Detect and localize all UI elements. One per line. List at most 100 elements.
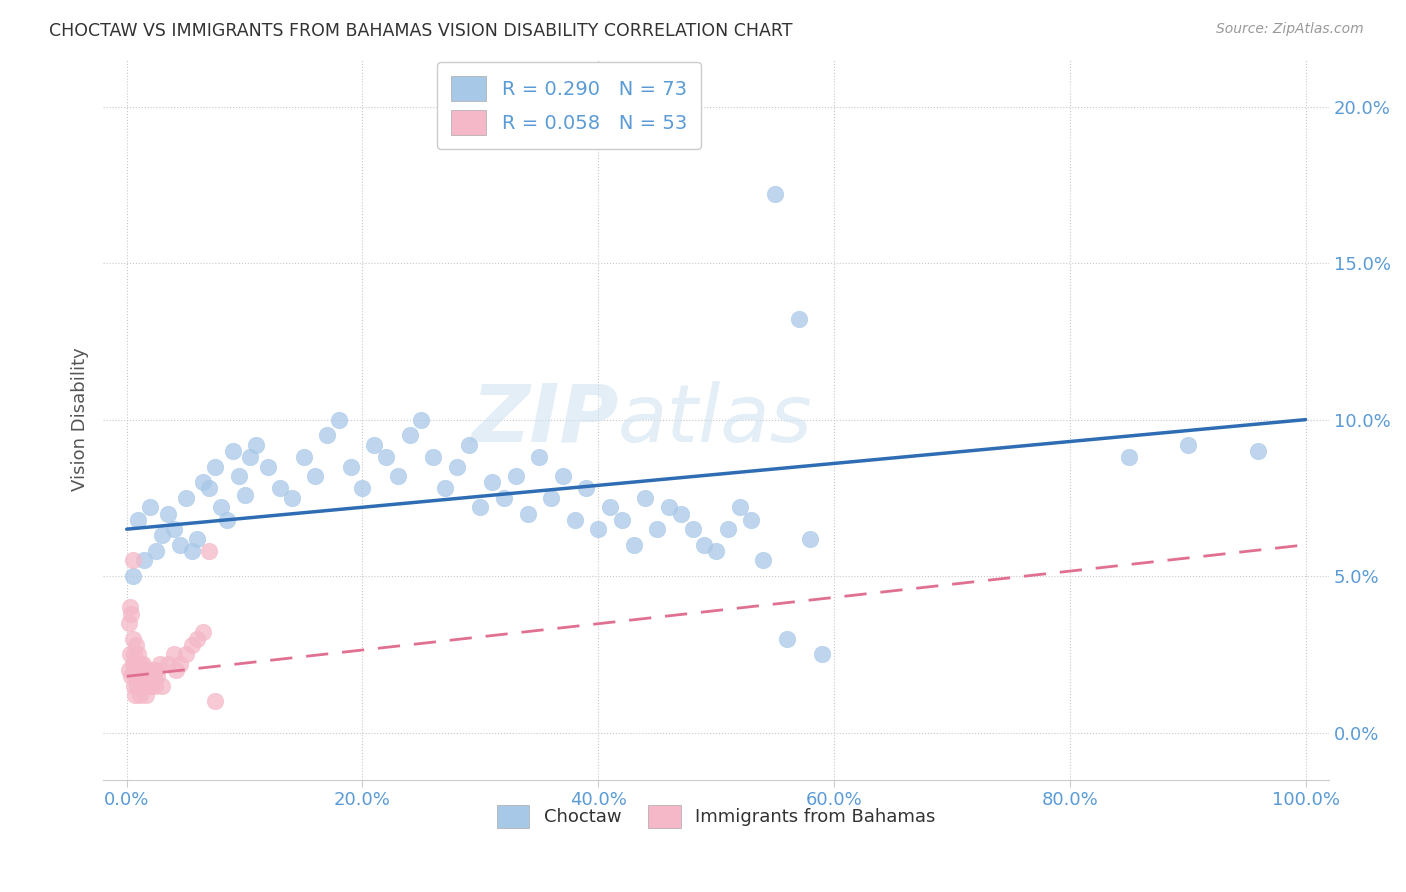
Point	[540, 491, 562, 505]
Point	[156, 657, 179, 671]
Point	[717, 522, 740, 536]
Point	[433, 482, 456, 496]
Point	[121, 569, 143, 583]
Point	[150, 528, 173, 542]
Point	[146, 669, 169, 683]
Point	[233, 488, 256, 502]
Point	[125, 669, 148, 683]
Point	[169, 538, 191, 552]
Point	[141, 679, 163, 693]
Point	[156, 507, 179, 521]
Point	[174, 491, 197, 505]
Point	[728, 500, 751, 515]
Point	[204, 459, 226, 474]
Point	[752, 553, 775, 567]
Point	[122, 679, 145, 693]
Point	[124, 663, 146, 677]
Point	[204, 694, 226, 708]
Point	[142, 663, 165, 677]
Text: CHOCTAW VS IMMIGRANTS FROM BAHAMAS VISION DISABILITY CORRELATION CHART: CHOCTAW VS IMMIGRANTS FROM BAHAMAS VISIO…	[49, 22, 793, 40]
Point	[180, 638, 202, 652]
Point	[118, 616, 141, 631]
Point	[1247, 444, 1270, 458]
Point	[142, 669, 165, 683]
Point	[215, 513, 238, 527]
Point	[145, 663, 167, 677]
Point	[387, 469, 409, 483]
Point	[398, 428, 420, 442]
Y-axis label: Vision Disability: Vision Disability	[72, 348, 89, 491]
Point	[222, 444, 245, 458]
Point	[492, 491, 515, 505]
Point	[704, 544, 727, 558]
Point	[516, 507, 538, 521]
Point	[193, 625, 215, 640]
Point	[132, 669, 155, 683]
Point	[149, 657, 172, 671]
Point	[127, 679, 149, 693]
Point	[134, 663, 156, 677]
Point	[165, 663, 187, 677]
Point	[180, 544, 202, 558]
Point	[138, 679, 160, 693]
Point	[169, 657, 191, 671]
Text: ZIP: ZIP	[471, 381, 619, 458]
Point	[470, 500, 492, 515]
Point	[131, 669, 153, 683]
Point	[136, 663, 159, 677]
Point	[564, 513, 586, 527]
Point	[269, 482, 291, 496]
Point	[645, 522, 668, 536]
Point	[505, 469, 527, 483]
Point	[575, 482, 598, 496]
Point	[776, 632, 799, 646]
Point	[740, 513, 762, 527]
Point	[239, 450, 262, 465]
Point	[122, 648, 145, 662]
Point	[193, 475, 215, 490]
Point	[763, 187, 786, 202]
Point	[586, 522, 609, 536]
Point	[128, 648, 150, 662]
Point	[228, 469, 250, 483]
Point	[352, 482, 374, 496]
Point	[186, 532, 208, 546]
Point	[121, 553, 143, 567]
Point	[174, 648, 197, 662]
Point	[132, 657, 155, 671]
Point	[139, 669, 162, 683]
Point	[131, 679, 153, 693]
Point	[481, 475, 503, 490]
Point	[682, 522, 704, 536]
Point	[693, 538, 716, 552]
Text: Source: ZipAtlas.com: Source: ZipAtlas.com	[1216, 22, 1364, 37]
Point	[787, 312, 810, 326]
Point	[121, 632, 143, 646]
Point	[669, 507, 692, 521]
Point	[610, 513, 633, 527]
Point	[551, 469, 574, 483]
Point	[128, 513, 150, 527]
Point	[257, 459, 280, 474]
Point	[121, 657, 143, 671]
Point	[422, 450, 444, 465]
Point	[124, 688, 146, 702]
Point	[163, 522, 186, 536]
Point	[198, 482, 221, 496]
Point	[128, 669, 150, 683]
Point	[799, 532, 821, 546]
Point	[135, 688, 157, 702]
Point	[150, 679, 173, 693]
Point	[281, 491, 304, 505]
Point	[129, 657, 152, 671]
Point	[127, 657, 149, 671]
Point	[316, 428, 339, 442]
Point	[529, 450, 551, 465]
Point	[375, 450, 398, 465]
Point	[209, 500, 232, 515]
Point	[634, 491, 657, 505]
Point	[120, 607, 142, 621]
Point	[128, 663, 150, 677]
Point	[363, 437, 385, 451]
Point	[328, 412, 350, 426]
